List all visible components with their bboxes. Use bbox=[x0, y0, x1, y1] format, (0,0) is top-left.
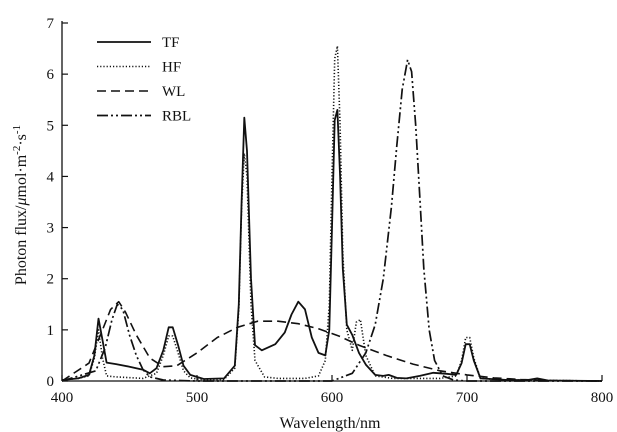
series-wl-line bbox=[61, 300, 603, 382]
y-axis-title-part-1: μ bbox=[13, 197, 30, 206]
y-tick-label-6: 6 bbox=[47, 67, 55, 83]
y-axis-title: Photon flux/μmol·m-2·s-1 bbox=[11, 125, 30, 285]
y-tick-label-4: 4 bbox=[47, 169, 55, 185]
legend-label-rbl: RBL bbox=[162, 109, 191, 125]
y-tick-label-2: 2 bbox=[47, 272, 55, 288]
y-axis-title-part-5: -1 bbox=[11, 125, 23, 134]
y-axis-title-part-2: mol·m bbox=[13, 154, 30, 197]
y-tick-label-0: 0 bbox=[47, 374, 55, 390]
series-layer bbox=[61, 45, 603, 382]
y-axis-title-part-0: Photon flux/ bbox=[13, 205, 30, 285]
series-hf-line bbox=[61, 45, 603, 382]
axes: 400 500 600 700 800 0 1 2 3 4 5 6 7 bbox=[47, 16, 614, 406]
y-axis-title-part-3: -2 bbox=[11, 146, 23, 155]
legend-label-wl: WL bbox=[162, 84, 185, 100]
x-tick-label-800: 800 bbox=[591, 390, 614, 406]
y-tick-label-5: 5 bbox=[47, 118, 55, 134]
y-axis-title-part-4: ·s bbox=[13, 134, 30, 146]
y-tick-label-3: 3 bbox=[47, 221, 55, 237]
legend-label-hf: HF bbox=[162, 60, 181, 76]
x-tick-label-500: 500 bbox=[186, 390, 209, 406]
legend: TF HF WL RBL bbox=[97, 35, 191, 125]
x-tick-label-400: 400 bbox=[51, 390, 74, 406]
y-tick-label-1: 1 bbox=[47, 323, 55, 339]
x-tick-label-600: 600 bbox=[321, 390, 344, 406]
y-tick-label-7: 7 bbox=[47, 16, 55, 32]
x-tick-label-700: 700 bbox=[456, 390, 479, 406]
series-tf-line bbox=[61, 109, 603, 382]
x-axis-title: Wavelength/nm bbox=[280, 415, 381, 432]
legend-label-tf: TF bbox=[162, 35, 180, 51]
